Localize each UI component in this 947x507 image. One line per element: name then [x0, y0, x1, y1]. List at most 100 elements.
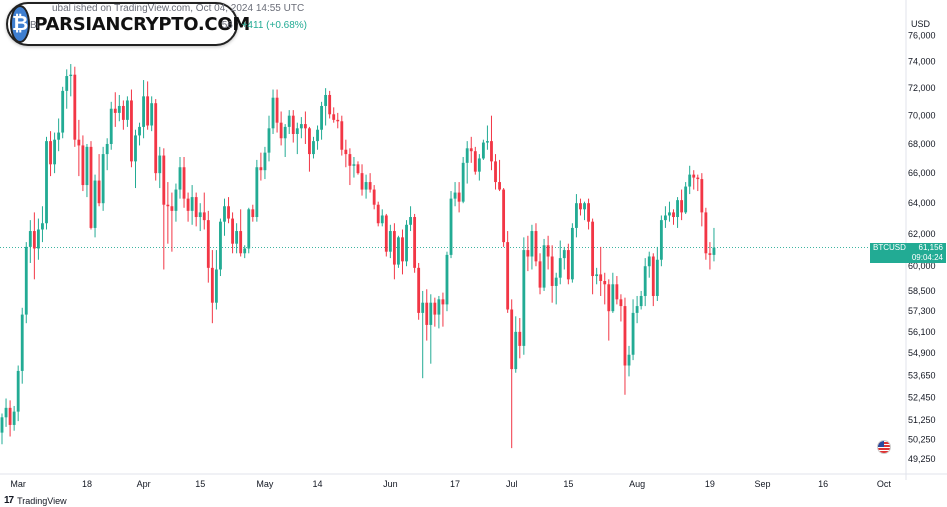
candle-body — [668, 212, 671, 216]
candle-body — [348, 154, 352, 166]
us-flag-icon[interactable] — [877, 440, 891, 454]
candle-body — [684, 186, 688, 213]
candle-body — [433, 302, 437, 315]
candle-body — [587, 203, 590, 222]
x-tick-label: Oct — [877, 479, 892, 489]
candle-body — [312, 141, 315, 155]
candle-body — [655, 259, 659, 296]
x-tick-label: Apr — [137, 479, 151, 489]
candle-body — [247, 209, 251, 249]
y-tick-label: 66,000 — [908, 168, 936, 178]
candle-body — [498, 182, 501, 190]
candle-body — [372, 189, 376, 205]
tradingview-logo[interactable]: 17 TradingView — [4, 495, 67, 506]
candle-body — [595, 274, 599, 277]
candle-body — [481, 142, 485, 159]
candle-body — [607, 284, 611, 312]
candle-body — [696, 177, 700, 180]
candle-body — [530, 231, 534, 257]
candle-body — [647, 256, 651, 267]
x-tick-label: Jun — [383, 479, 398, 489]
candle-body — [672, 212, 675, 218]
candle-body — [486, 141, 489, 143]
y-tick-label: 76,000 — [908, 30, 936, 40]
candle-body — [502, 189, 506, 243]
candle-body — [210, 267, 214, 303]
currency-label[interactable]: USD — [911, 19, 931, 29]
x-tick-label: 15 — [563, 479, 573, 489]
candle-body — [700, 179, 704, 213]
candle-body — [659, 220, 663, 260]
candle-body — [401, 237, 404, 262]
candle-body — [429, 302, 433, 325]
candle-body — [575, 203, 578, 228]
candle-body — [562, 250, 566, 259]
candle-body — [57, 132, 61, 140]
candle-body — [299, 124, 303, 129]
candle-body — [53, 139, 57, 165]
candle-body — [20, 314, 24, 371]
candle-body — [275, 97, 279, 123]
candle-body — [24, 246, 28, 315]
candle-body — [0, 417, 4, 433]
y-tick-label: 57,300 — [908, 306, 936, 316]
candle-body — [85, 146, 89, 186]
price-tag-price: 61,156 — [918, 243, 943, 252]
candle-body — [409, 217, 412, 225]
y-tick-label: 74,000 — [908, 56, 936, 66]
candle-body — [542, 245, 546, 288]
candle-body — [704, 212, 708, 254]
x-tick-label: 16 — [818, 479, 828, 489]
candle-body — [457, 192, 461, 202]
candle-body — [69, 74, 73, 77]
candle-body — [392, 231, 396, 265]
x-tick-label: 17 — [450, 479, 460, 489]
candle-body — [125, 100, 129, 120]
x-tick-label: 19 — [705, 479, 715, 489]
candle-body — [522, 250, 526, 346]
candle-body — [16, 370, 20, 412]
candle-body — [77, 139, 81, 146]
candle-body — [615, 284, 619, 300]
candle-body — [134, 135, 137, 162]
candle-body — [664, 215, 667, 221]
candle-body — [465, 148, 469, 163]
candle-body — [510, 309, 514, 370]
y-tick-label: 62,000 — [908, 229, 936, 239]
candle-body — [688, 174, 692, 187]
candle-body — [599, 274, 603, 281]
candle-body — [437, 299, 441, 315]
candle-body — [336, 119, 340, 122]
x-tick-label: 18 — [82, 479, 92, 489]
candle-body — [320, 105, 323, 130]
candle-body — [130, 100, 133, 162]
candle-body — [101, 154, 105, 204]
candle-body — [477, 158, 481, 172]
candle-body — [214, 269, 218, 303]
candle-body — [12, 411, 16, 425]
x-tick-label: Jul — [506, 479, 518, 489]
candle-body — [397, 237, 400, 265]
price-fragment: 56 — [221, 20, 233, 31]
candle-body — [28, 231, 32, 247]
candle-body — [558, 258, 562, 278]
candle-body — [384, 215, 388, 252]
candle-body — [89, 146, 93, 228]
candle-body — [166, 204, 170, 207]
candle-body — [158, 155, 162, 174]
candle-body — [170, 206, 174, 211]
candle-body — [364, 182, 368, 190]
candle-body — [186, 198, 190, 211]
candle-body — [546, 245, 550, 257]
candle-body — [506, 242, 510, 310]
candle-body — [32, 231, 36, 249]
y-tick-label: 64,000 — [908, 198, 936, 208]
candle-body — [631, 312, 635, 355]
x-tick-label: May — [256, 479, 274, 489]
candle-body — [49, 141, 52, 165]
candle-body — [554, 277, 558, 286]
candle-body — [267, 128, 271, 153]
candle-body — [356, 164, 360, 174]
candle-body — [194, 197, 198, 218]
